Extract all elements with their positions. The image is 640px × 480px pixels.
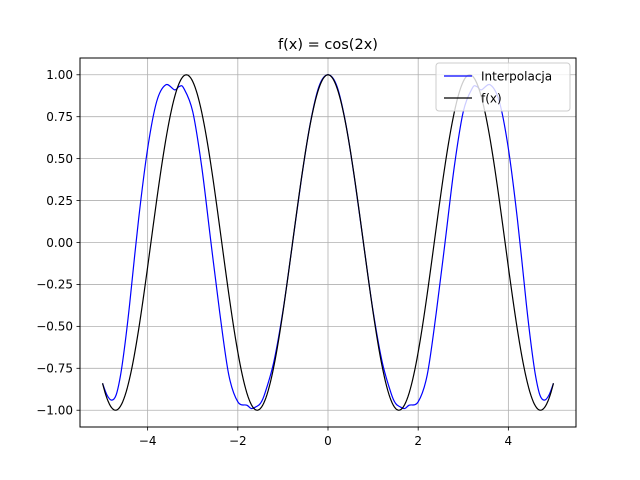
- x-tick-label: −2: [229, 434, 247, 448]
- legend: Interpolacja f(x): [435, 62, 571, 112]
- y-tick-label: 0.25: [46, 194, 73, 208]
- x-tick-label: 4: [505, 434, 513, 448]
- x-tick-label: 0: [324, 434, 332, 448]
- legend-label: Interpolacja: [481, 69, 552, 83]
- y-tick-label: −1.00: [36, 404, 73, 418]
- x-axis: −4 −2 0 2 4: [139, 427, 512, 448]
- y-tick-label: 1.00: [46, 68, 73, 82]
- y-tick-label: 0.75: [46, 110, 73, 124]
- y-tick-label: 0.00: [46, 236, 73, 250]
- legend-box: [435, 62, 571, 112]
- y-tick-label: 0.50: [46, 152, 73, 166]
- y-tick-label: −0.25: [36, 278, 73, 292]
- y-axis: −1.00 −0.75 −0.50 −0.25 0.00 0.25 0.50 0.75 1.00: [36, 68, 80, 418]
- y-tick-label: −0.75: [36, 362, 73, 376]
- x-tick-label: 2: [414, 434, 422, 448]
- x-tick-label: −4: [139, 434, 157, 448]
- y-tick-label: −0.50: [36, 320, 73, 334]
- legend-label: f(x): [481, 91, 502, 105]
- chart-title: f(x) = cos(2x): [278, 37, 378, 53]
